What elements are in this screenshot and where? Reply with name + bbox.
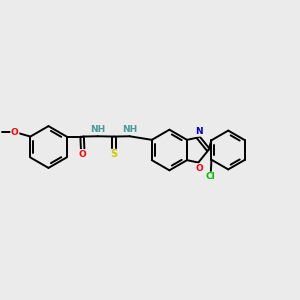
Text: Cl: Cl: [206, 172, 216, 181]
Text: O: O: [79, 150, 87, 159]
Text: N: N: [195, 127, 203, 136]
Text: NH: NH: [122, 125, 137, 134]
Text: S: S: [110, 149, 118, 160]
Text: NH: NH: [90, 125, 105, 134]
Text: O: O: [195, 164, 203, 173]
Text: O: O: [11, 128, 19, 136]
